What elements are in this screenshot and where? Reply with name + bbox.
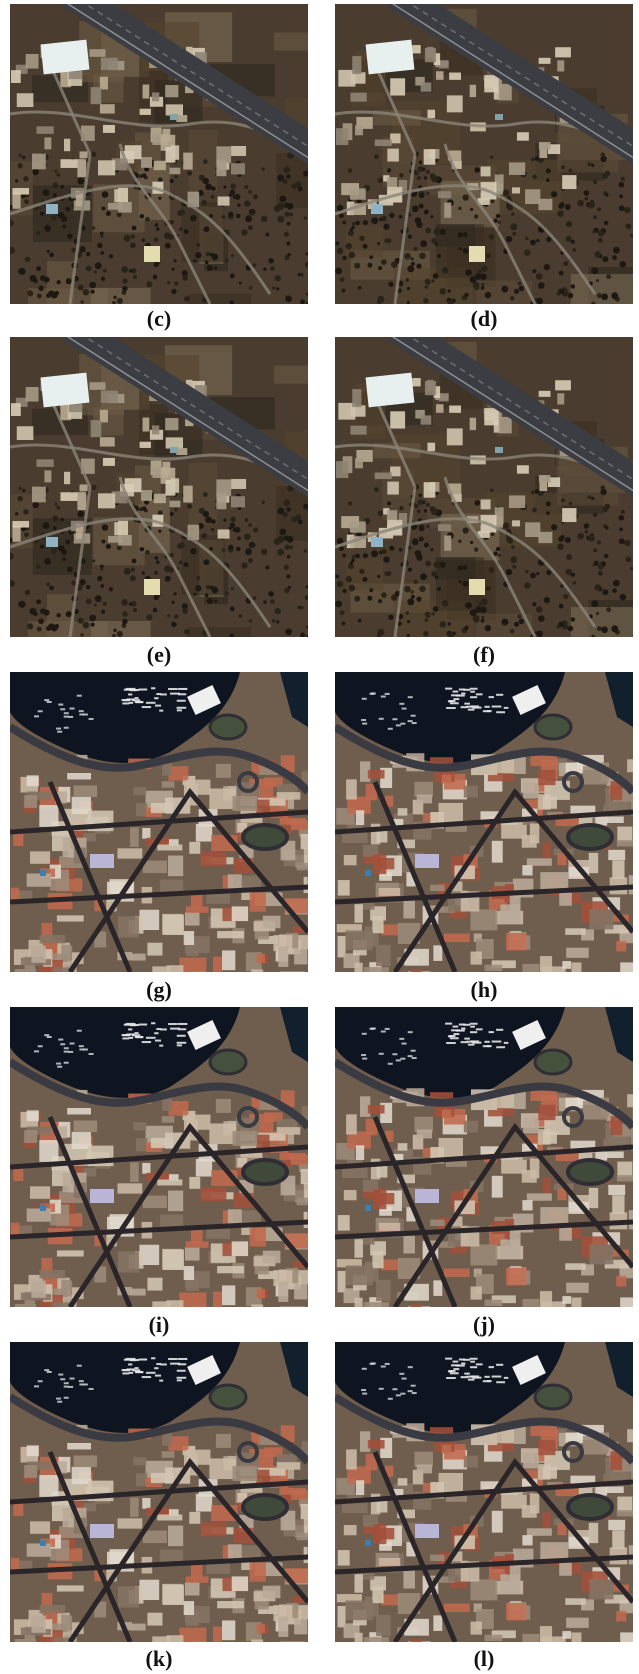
satellite-scene-graphic: [10, 337, 308, 637]
satellite-image-l: [335, 1342, 633, 1642]
panel-label-j: (j): [473, 1312, 495, 1337]
panel-label-i: (i): [148, 1312, 170, 1337]
satellite-image-h: [335, 672, 633, 972]
panel-label-e: (e): [146, 642, 172, 667]
panel-label-g: (g): [146, 977, 172, 1002]
panel-label-h: (h): [470, 977, 498, 1002]
satellite-scene-graphic: [335, 672, 633, 972]
satellite-scene-graphic: [335, 4, 633, 304]
panel-label-k: (k): [145, 1646, 173, 1671]
satellite-scene-graphic: [10, 1007, 308, 1307]
satellite-image-k: [10, 1342, 308, 1642]
satellite-scene-graphic: [335, 1342, 633, 1642]
satellite-image-f: [335, 337, 633, 637]
satellite-image-e: [10, 337, 308, 637]
satellite-image-g: [10, 672, 308, 972]
panel-label-d: (d): [470, 306, 498, 331]
satellite-scene-graphic: [10, 4, 308, 304]
satellite-image-j: [335, 1007, 633, 1307]
satellite-scene-graphic: [335, 1007, 633, 1307]
panel-label-l: (l): [473, 1646, 495, 1671]
satellite-image-i: [10, 1007, 308, 1307]
satellite-scene-graphic: [335, 337, 633, 637]
satellite-scene-graphic: [10, 672, 308, 972]
panel-label-c: (c): [146, 306, 172, 331]
satellite-image-c: [10, 4, 308, 304]
satellite-scene-graphic: [10, 1342, 308, 1642]
panel-label-f: (f): [473, 642, 495, 667]
satellite-image-d: [335, 4, 633, 304]
